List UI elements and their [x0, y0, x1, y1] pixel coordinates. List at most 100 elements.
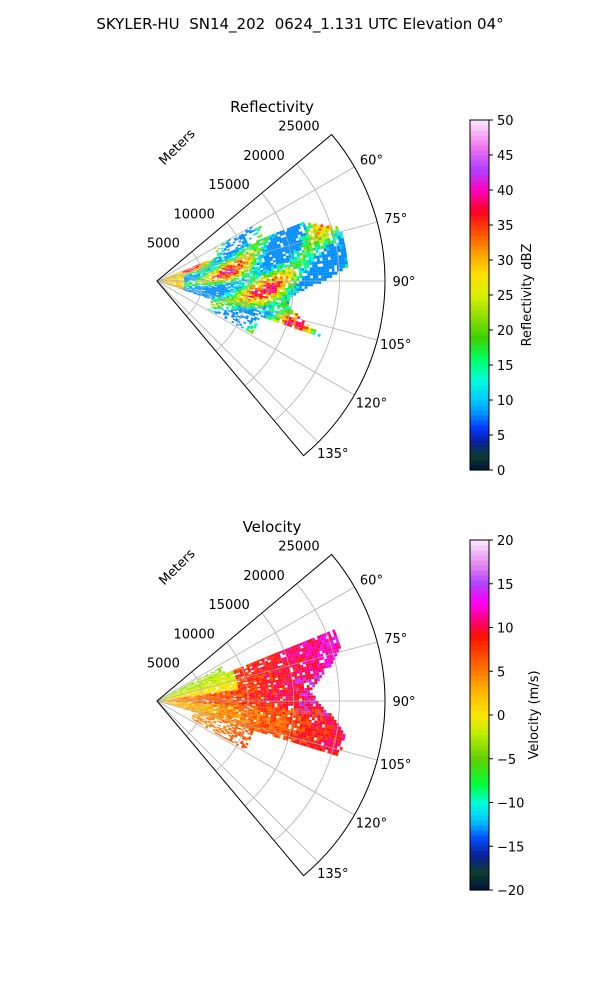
data-cell	[237, 252, 241, 255]
data-cell	[293, 290, 297, 294]
data-cell	[244, 738, 248, 742]
data-cell	[239, 698, 242, 700]
data-cell	[288, 276, 291, 279]
data-cell	[222, 704, 226, 706]
data-cell	[323, 269, 327, 273]
data-cell	[234, 307, 238, 310]
data-cell	[274, 711, 277, 714]
data-cell	[290, 684, 294, 687]
data-cell	[196, 690, 200, 692]
data-cell	[162, 697, 165, 699]
data-cell	[230, 269, 233, 271]
data-cell	[233, 259, 237, 262]
data-cell	[317, 246, 321, 250]
data-cell	[293, 288, 297, 291]
data-cell	[281, 680, 285, 684]
data-cell	[216, 692, 220, 694]
data-cell	[266, 277, 270, 280]
data-cell	[323, 715, 326, 719]
data-cell	[287, 264, 291, 268]
data-cell	[278, 679, 282, 682]
data-cell	[285, 276, 289, 279]
data-cell	[219, 721, 223, 724]
data-cell	[178, 698, 182, 700]
data-cell	[277, 726, 281, 730]
data-cell	[260, 691, 264, 694]
data-cell	[186, 707, 189, 709]
data-cell	[213, 671, 216, 674]
data-cell	[219, 286, 223, 288]
data-cell	[238, 730, 242, 734]
data-cell	[230, 250, 234, 253]
data-cell	[226, 732, 230, 735]
data-cell	[247, 319, 251, 323]
data-cell	[297, 245, 301, 249]
velocity-data	[159, 629, 346, 757]
data-cell	[239, 702, 242, 704]
data-cell	[165, 282, 168, 283]
data-cell	[318, 729, 322, 733]
data-cell	[210, 721, 214, 724]
data-cell	[301, 693, 305, 696]
data-cell	[271, 243, 275, 246]
data-cell	[187, 702, 190, 704]
data-cell	[231, 252, 235, 256]
data-cell	[252, 279, 256, 281]
data-cell	[249, 694, 253, 697]
data-cell	[294, 224, 298, 229]
data-cell	[268, 661, 272, 665]
data-cell	[229, 675, 233, 678]
colorbar-segment	[470, 135, 489, 141]
colorbar-segment	[470, 180, 489, 186]
reflectivity-axis-labels: 60°75°90°105°120°135°5000100001500020000…	[147, 119, 416, 461]
data-cell	[250, 279, 253, 281]
data-cell	[192, 705, 195, 707]
data-cell	[183, 695, 187, 697]
data-cell	[252, 694, 256, 696]
data-cell	[255, 697, 259, 700]
data-cell	[313, 223, 318, 227]
data-cell	[183, 694, 187, 696]
data-cell	[311, 722, 315, 726]
data-cell	[225, 679, 228, 682]
data-cell	[197, 709, 200, 711]
data-cell	[169, 285, 173, 287]
data-cell	[252, 665, 256, 668]
data-cell	[269, 302, 273, 306]
data-cell	[162, 282, 166, 283]
data-cell	[210, 269, 214, 271]
data-cell	[211, 282, 215, 283]
data-cell	[240, 725, 244, 728]
data-cell	[219, 710, 222, 713]
data-cell	[250, 697, 253, 700]
data-cell	[211, 705, 215, 707]
data-cell	[236, 275, 239, 277]
data-cell	[272, 723, 276, 726]
data-cell	[167, 279, 171, 280]
data-cell	[255, 675, 259, 679]
data-cell	[336, 242, 340, 246]
data-cell	[271, 316, 275, 319]
data-cell	[211, 703, 215, 705]
data-cell	[181, 282, 185, 284]
data-cell	[206, 705, 209, 707]
data-cell	[216, 679, 220, 682]
data-cell	[237, 244, 241, 247]
data-cell	[301, 703, 305, 707]
data-cell	[223, 732, 227, 735]
data-cell	[229, 293, 233, 296]
data-cell	[208, 272, 212, 274]
data-cell	[176, 702, 179, 703]
data-cell	[280, 278, 283, 281]
colorbar-segment	[470, 200, 489, 206]
data-cell	[206, 295, 210, 297]
data-cell	[195, 266, 199, 268]
data-cell	[263, 281, 267, 283]
data-cell	[319, 260, 323, 264]
data-cell	[247, 696, 250, 698]
data-cell	[233, 289, 236, 291]
data-cell	[208, 706, 212, 708]
data-cell	[230, 694, 234, 696]
data-cell	[224, 737, 228, 740]
data-cell	[193, 689, 197, 691]
